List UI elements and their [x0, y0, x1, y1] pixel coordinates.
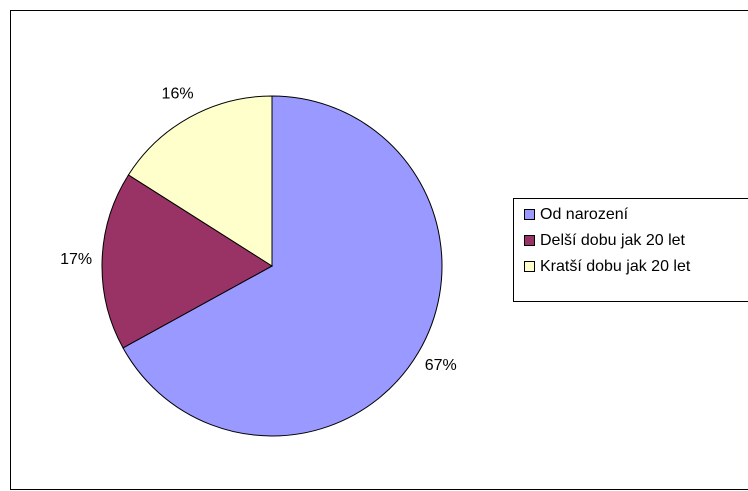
legend-swatch — [524, 235, 535, 246]
pie-slice — [122, 95, 443, 437]
data-label: 16% — [162, 85, 194, 102]
legend-swatch — [524, 261, 535, 272]
data-label: 17% — [60, 251, 92, 268]
legend-label: Kratší dobu jak 20 let — [540, 258, 691, 275]
legend-box — [513, 198, 748, 302]
legend-label: Delší dobu jak 20 let — [540, 232, 686, 249]
pie-slice — [101, 174, 273, 349]
pie-slice — [127, 95, 273, 267]
data-label: 67% — [425, 357, 457, 374]
legend-swatch — [524, 209, 535, 220]
legend-label: Od narození — [540, 206, 629, 223]
